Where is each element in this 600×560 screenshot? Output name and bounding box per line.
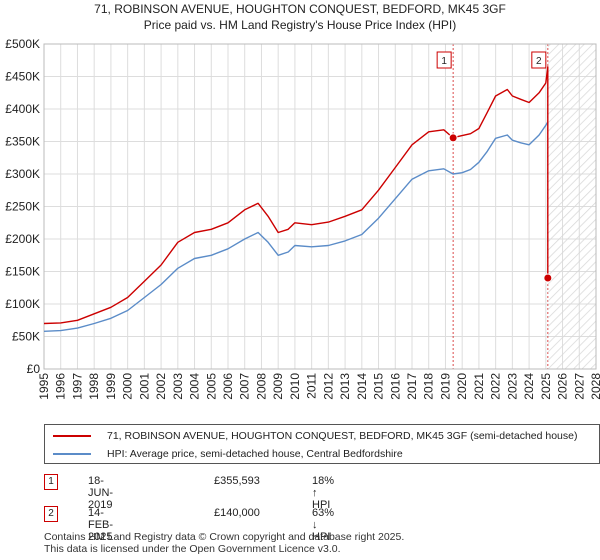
x-tick-label: 2008 bbox=[254, 373, 268, 400]
x-tick-label: 2013 bbox=[338, 373, 352, 400]
sale-point bbox=[448, 133, 458, 143]
y-tick-label: £50K bbox=[12, 330, 40, 344]
x-tick-label: 2011 bbox=[305, 373, 319, 399]
x-tick-label: 2027 bbox=[572, 373, 586, 400]
x-tick-label: 1998 bbox=[87, 373, 101, 400]
chart-title: 71, ROBINSON AVENUE, HOUGHTON CONQUEST, … bbox=[94, 2, 506, 16]
y-tick-label: £500K bbox=[5, 37, 40, 51]
y-tick-label: £0 bbox=[27, 362, 41, 376]
legend-label-price: 71, ROBINSON AVENUE, HOUGHTON CONQUEST, … bbox=[107, 430, 578, 442]
x-tick-label: 2004 bbox=[188, 373, 202, 400]
x-tick-label: 2002 bbox=[154, 373, 168, 400]
y-tick-label: £400K bbox=[5, 102, 40, 116]
x-tick-label: 2003 bbox=[171, 373, 185, 400]
x-tick-label: 2005 bbox=[204, 373, 218, 400]
legend-label-hpi: HPI: Average price, semi-detached house,… bbox=[107, 448, 403, 460]
sale-date: 18-JUN-2019 bbox=[88, 475, 114, 511]
x-tick-label: 2016 bbox=[388, 373, 402, 400]
legend-swatch-hpi bbox=[53, 453, 91, 455]
x-tick-label: 2006 bbox=[221, 373, 235, 400]
x-tick-label: 2023 bbox=[505, 373, 519, 400]
y-tick-label: £100K bbox=[5, 297, 40, 311]
y-tick-label: £350K bbox=[5, 135, 40, 149]
sale-price: £355,593 bbox=[214, 475, 260, 487]
sale-hpi-change: 63% ↓ HPI bbox=[312, 507, 335, 543]
x-tick-label: 2010 bbox=[288, 373, 302, 400]
x-tick-label: 2018 bbox=[422, 373, 436, 400]
sale-hpi-change: 18% ↑ HPI bbox=[312, 475, 335, 511]
chart-subtitle: Price paid vs. HM Land Registry's House … bbox=[143, 18, 457, 32]
y-tick-label: £250K bbox=[5, 200, 40, 214]
price-chart: £0 £50K £100K £150K £200K £250K £300K £350K £400… bbox=[5, 37, 600, 400]
x-tick-label: 1997 bbox=[70, 373, 84, 400]
footer-licence: This data is licensed under the Open Gov… bbox=[44, 543, 341, 555]
x-tick-label: 2021 bbox=[472, 373, 486, 400]
sale-marker-label: 2 bbox=[536, 56, 542, 67]
x-tick-label: 2014 bbox=[355, 373, 369, 400]
legend: 71, ROBINSON AVENUE, HOUGHTON CONQUEST, … bbox=[44, 424, 600, 464]
x-tick-label: 2001 bbox=[137, 373, 151, 400]
x-tick-label: 2009 bbox=[271, 373, 285, 400]
plot-border bbox=[43, 43, 597, 370]
y-tick-label: £450K bbox=[5, 70, 40, 84]
legend-item-price: 71, ROBINSON AVENUE, HOUGHTON CONQUEST, … bbox=[53, 427, 578, 445]
x-tick-label: 2007 bbox=[238, 373, 252, 400]
sale-price: £140,000 bbox=[214, 507, 260, 519]
x-tick-label: 2017 bbox=[405, 373, 419, 400]
x-tick-label: 2020 bbox=[455, 373, 469, 400]
x-tick-label: 2012 bbox=[321, 373, 335, 400]
y-tick-label: £200K bbox=[5, 232, 40, 246]
x-tick-label: 1996 bbox=[54, 373, 68, 400]
y-tick-label: £150K bbox=[5, 265, 40, 279]
x-tick-label: 2022 bbox=[489, 373, 503, 400]
x-tick-label: 1999 bbox=[104, 373, 118, 400]
sale-marker-badge: 1 bbox=[44, 474, 58, 490]
x-tick-label: 2028 bbox=[589, 373, 600, 400]
x-tick-label: 2024 bbox=[522, 373, 536, 400]
sale-date: 14-FEB-2025 bbox=[88, 507, 114, 543]
x-tick-label: 2025 bbox=[539, 373, 553, 400]
y-tick-label: £300K bbox=[5, 167, 40, 181]
sale-marker-label: 1 bbox=[441, 56, 447, 67]
sale-marker-label-box bbox=[436, 51, 452, 69]
x-tick-label: 2026 bbox=[556, 373, 570, 400]
x-tick-label: 2019 bbox=[438, 373, 452, 400]
hpi-line bbox=[43, 121, 549, 332]
x-tick-label: 2015 bbox=[372, 373, 386, 400]
price-paid-line bbox=[43, 66, 549, 325]
legend-item-hpi: HPI: Average price, semi-detached house,… bbox=[53, 445, 403, 463]
sale-marker-label-box bbox=[531, 51, 547, 69]
future-hatch-region bbox=[547, 44, 596, 369]
x-tick-label: 1995 bbox=[37, 373, 51, 400]
footer-copyright: Contains HM Land Registry data © Crown c… bbox=[44, 531, 405, 543]
sale-marker-badge: 2 bbox=[44, 506, 58, 522]
x-tick-label: 2000 bbox=[121, 373, 135, 400]
legend-swatch-price bbox=[53, 435, 91, 437]
sale-point bbox=[543, 273, 553, 283]
